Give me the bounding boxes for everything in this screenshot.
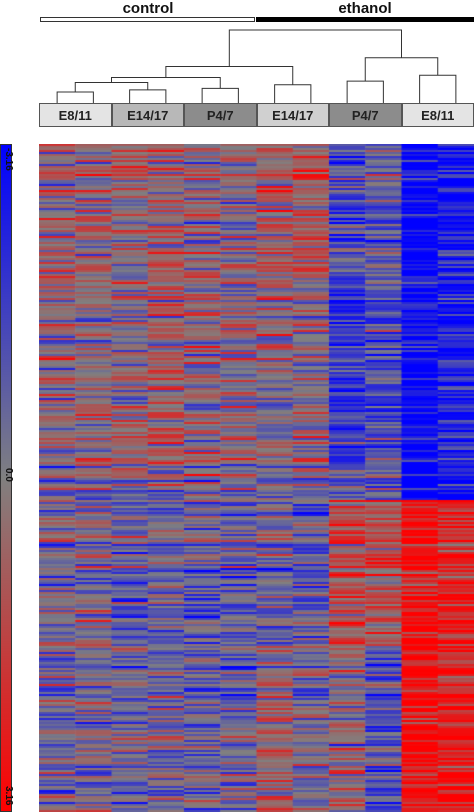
color-scale-mid-label: 0.0: [3, 468, 14, 482]
group-label-ethanol: ethanol: [338, 0, 392, 17]
sample-label-5: E8/11: [401, 103, 474, 127]
dendrogram-branch: [346, 80, 384, 103]
dendrogram-branch: [419, 74, 457, 103]
color-scale-max-label: 3.16: [3, 786, 14, 806]
dendrogram-branch: [228, 29, 402, 67]
sample-label-2: P4/7: [184, 103, 257, 127]
sample-label-1: E14/17: [111, 103, 184, 127]
dendrogram-branch: [201, 87, 239, 103]
sample-label-0: E8/11: [39, 103, 112, 127]
group-label-control: control: [122, 0, 174, 17]
dendrogram-branch: [56, 91, 94, 103]
group-bar-ethanol: [256, 17, 474, 22]
sample-dendrogram: [56, 29, 457, 103]
dendrogram-branch: [165, 66, 294, 85]
dendrogram-branch: [364, 57, 439, 82]
group-bar-control: [40, 17, 255, 22]
sample-label-3: E14/17: [256, 103, 329, 127]
dendrogram-branch: [129, 89, 167, 103]
sample-label-4: P4/7: [329, 103, 402, 127]
heatmap-grid: [39, 144, 474, 812]
dendrogram-branch: [74, 82, 149, 93]
dendrogram-branch: [274, 84, 312, 103]
color-scale-min-label: -3.16: [3, 148, 14, 171]
